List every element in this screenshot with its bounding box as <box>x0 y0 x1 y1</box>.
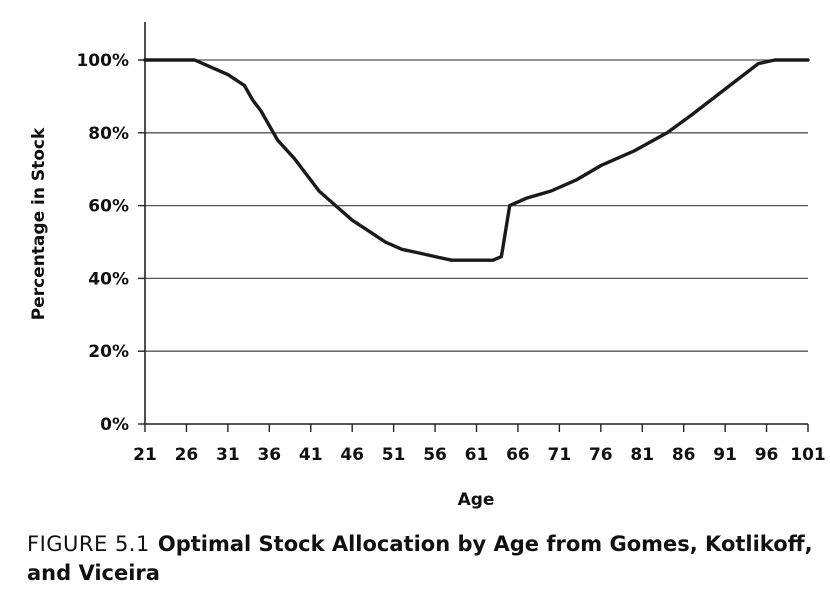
y-tick-label-60: 60% <box>88 197 129 217</box>
series-line-0 <box>143 58 810 262</box>
x-tick-label-46: 46 <box>340 445 364 465</box>
y-tick-label-20: 20% <box>88 342 129 362</box>
y-tick-label-80: 80% <box>88 124 129 144</box>
x-tick-label-76: 76 <box>589 445 613 465</box>
x-tick-label-31: 31 <box>216 445 240 465</box>
x-tick-label-51: 51 <box>382 445 406 465</box>
axes <box>138 22 809 432</box>
x-tick-label-71: 71 <box>548 445 572 465</box>
x-tick-label-81: 81 <box>630 445 654 465</box>
stock-allocation-chart: 0% 20% 40% 60% 80% 100% 21 26 31 36 41 46 51 56 61 66 7… <box>29 22 826 510</box>
x-tick-label-66: 66 <box>506 445 530 465</box>
y-tick-labels: 0% 20% 40% 60% 80% 100% <box>76 51 129 435</box>
figure-title: Optimal Stock Allocation by Age from Gom… <box>27 532 813 585</box>
x-tick-label-56: 56 <box>423 445 447 465</box>
x-tick-label-101: 101 <box>790 445 826 465</box>
x-tick-label-96: 96 <box>755 445 779 465</box>
x-tick-label-91: 91 <box>713 445 737 465</box>
gridlines <box>145 59 808 352</box>
y-axis-title: Percentage in Stock <box>29 127 49 320</box>
x-tick-label-21: 21 <box>133 445 157 465</box>
figure-caption: FIGURE 5.1 Optimal Stock Allocation by Ag… <box>27 530 827 588</box>
x-tick-label-61: 61 <box>465 445 489 465</box>
series-group <box>143 58 810 262</box>
x-axis-title: Age <box>458 490 495 510</box>
x-tick-label-36: 36 <box>257 445 281 465</box>
y-tick-label-40: 40% <box>88 269 129 289</box>
y-tick-label-0: 0% <box>100 415 129 435</box>
x-tick-label-26: 26 <box>175 445 199 465</box>
figure-label: FIGURE 5.1 <box>27 532 150 556</box>
x-tick-label-41: 41 <box>299 445 323 465</box>
x-tick-labels: 21 26 31 36 41 46 51 56 61 66 71 76 81 86 91 96 101 <box>133 445 826 465</box>
x-tick-label-86: 86 <box>672 445 696 465</box>
y-tick-label-100: 100% <box>76 51 129 71</box>
